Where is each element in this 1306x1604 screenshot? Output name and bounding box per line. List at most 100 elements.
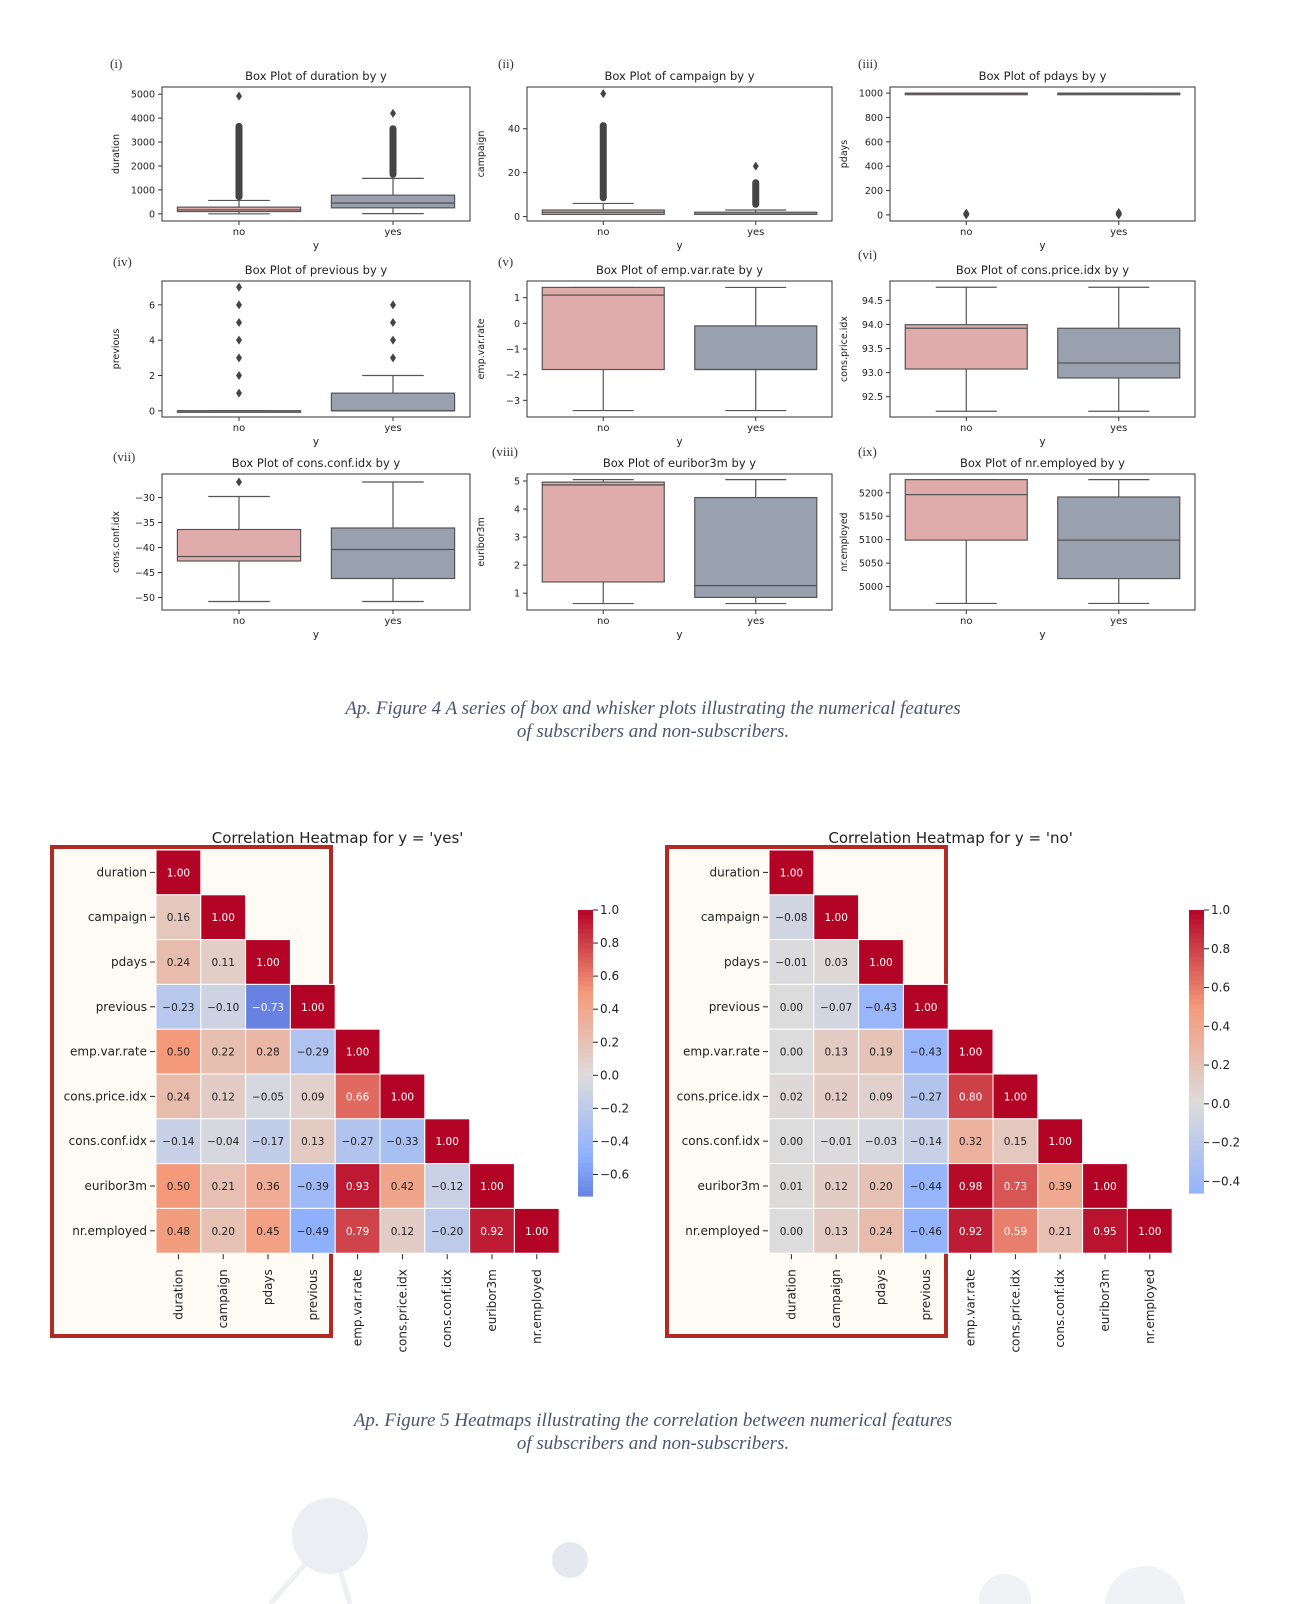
colorbar-tick-label: 0.8 [1211, 942, 1230, 956]
heatmap-cell-label: 0.11 [212, 957, 235, 969]
heatmap-cell-fill [768, 849, 815, 896]
outlier-point [236, 91, 242, 101]
heatmap-title: Correlation Heatmap for y = 'no' [828, 829, 1072, 847]
outlier-point [390, 300, 396, 310]
heatmap-cell: −0.49 [289, 1207, 336, 1254]
colorbar-segment [578, 933, 593, 940]
heatmap-cell: 0.92 [469, 1207, 515, 1254]
colorbar-segment [1189, 985, 1204, 991]
y-tick-label: 0 [514, 319, 520, 330]
y-tick-label: 5000 [859, 582, 883, 593]
heatmap-cell: 1.00 [1037, 1118, 1084, 1165]
heatmap-cell-label: 1.00 [167, 867, 190, 879]
y-tick-label: 1 [514, 293, 520, 304]
heatmap-cell: 0.22 [200, 1028, 247, 1075]
box-plot-panel-7: (vii) Box Plot of cons.conf.idx by y −30 −3… [111, 449, 471, 641]
heatmap-cell: 1.00 [469, 1163, 515, 1209]
colorbar-tick-label: 0.4 [1211, 1019, 1230, 1033]
heatmap-cell: 0.21 [200, 1163, 247, 1209]
box-iqr [694, 496, 818, 598]
outlier-cluster [389, 125, 397, 178]
heatmap-cell: 0.28 [245, 1028, 291, 1075]
x-tick-label: yes [1110, 227, 1127, 238]
box-no [904, 92, 1028, 220]
colorbar-segment [1189, 1178, 1204, 1185]
row-label: cons.conf.idx [69, 1134, 147, 1148]
row-label: cons.price.idx [64, 1089, 147, 1103]
colorbar-segment [1189, 938, 1204, 944]
colorbar-tick-label: 1.0 [1211, 903, 1230, 917]
colorbar-segment [1189, 1042, 1204, 1048]
heatmap-cell-fill [334, 1073, 381, 1120]
colorbar-tick-label: 0.4 [600, 1002, 619, 1016]
box-plot-grid: (i)Box Plot of duration by y010002000300… [110, 56, 1196, 641]
heatmap-cell: 0.80 [947, 1073, 994, 1120]
y-tick-label: −3 [506, 396, 520, 407]
heatmap-cell: −0.01 [768, 939, 815, 985]
colorbar-segment [578, 1143, 593, 1149]
plot-frame [889, 86, 1196, 222]
x-axis-label: y [676, 240, 682, 252]
heatmap-cell: 1.00 [1126, 1207, 1173, 1254]
figure-4-caption-line-1: Ap. Figure 4 A series of box and whisker… [345, 698, 961, 719]
heatmap-cell-fill [245, 1028, 291, 1075]
colorbar-segment [1189, 1046, 1204, 1053]
colorbar-segment [578, 1048, 593, 1054]
heatmap-cell-fill [289, 1073, 336, 1120]
colorbar-segment [1189, 1060, 1204, 1067]
y-tick-label: 400 [865, 162, 883, 173]
heatmap-cell: 0.15 [992, 1118, 1039, 1165]
heatmap-cell: 1.00 [245, 939, 291, 985]
x-axis-label: y [313, 436, 319, 448]
row-label: pdays [111, 955, 147, 969]
colorbar-segment [578, 938, 593, 944]
heatmap-cell-label: 0.13 [301, 1136, 324, 1148]
heatmap-cell-label: −0.01 [820, 1136, 852, 1148]
box-plot-panel-3: (iii) Box Plot of pdays by y 0 200 400 600 800… [839, 56, 1196, 252]
colorbar-segment [578, 962, 593, 968]
heatmap-cell-label: 0.59 [1004, 1226, 1027, 1238]
colorbar-segment [578, 952, 593, 959]
colorbar-segment [1189, 1188, 1204, 1194]
colorbar-segment [578, 1129, 593, 1135]
figure-5-caption-line-2: of subscribers and non-subscribers. [516, 1433, 790, 1454]
colorbar-segment [578, 1024, 593, 1030]
colorbar-segment [1189, 1117, 1204, 1123]
heatmap-cell-label: −0.01 [775, 957, 807, 969]
heatmap-cell-label: 1.00 [1004, 1091, 1027, 1103]
row-label: previous [709, 1000, 760, 1014]
row-label: nr.employed [72, 1224, 147, 1238]
box-iqr [330, 194, 456, 209]
colorbar-segment [1189, 1131, 1204, 1137]
colorbar-segment [578, 981, 593, 987]
colorbar-segment [578, 1124, 593, 1130]
heatmap-cell-label: 0.48 [167, 1226, 190, 1238]
heatmap-cell: −0.17 [245, 1118, 291, 1165]
heatmap-yes: Correlation Heatmap for y = 'yes' 1.00 0.1… [50, 829, 629, 1353]
heatmap-cell: 0.19 [858, 1028, 904, 1075]
heatmap-cell-label: 0.66 [346, 1091, 370, 1103]
colorbar-segment [1189, 1093, 1204, 1100]
heatmap-cell-fill [424, 1207, 471, 1254]
row-label: cons.conf.idx [682, 1134, 760, 1148]
y-tick-label: −45 [135, 568, 155, 579]
heatmap-cell: 1.00 [947, 1028, 994, 1075]
heatmap-cell: −0.14 [155, 1118, 202, 1165]
box-plot-panel-1: (i) Box Plot of duration by y 0 1000 2000 300… [110, 56, 471, 252]
row-label: euribor3m [698, 1179, 760, 1193]
box-plot-panel-4: (iv) Box Plot of previous by y 0 2 4 6 previou… [111, 254, 471, 448]
row-label: euribor3m [85, 1179, 147, 1193]
heatmap-cell: −0.27 [334, 1118, 381, 1165]
heatmap-cell-label: −0.44 [910, 1181, 942, 1193]
heatmap-cell-label: 0.16 [167, 912, 191, 924]
row-label: nr.employed [685, 1224, 760, 1238]
heatmap-cell: 0.24 [155, 1073, 202, 1120]
heatmap-cell-label: 0.32 [959, 1136, 982, 1148]
panel-tag: (i) [110, 56, 122, 71]
outlier-point [236, 318, 242, 328]
heatmap-cell-fill [992, 1073, 1039, 1120]
x-tick-label: no [960, 423, 972, 434]
x-tick-label: yes [747, 423, 764, 434]
colorbar-segment [1189, 1112, 1204, 1119]
heatmap-cell: 1.00 [200, 894, 247, 941]
